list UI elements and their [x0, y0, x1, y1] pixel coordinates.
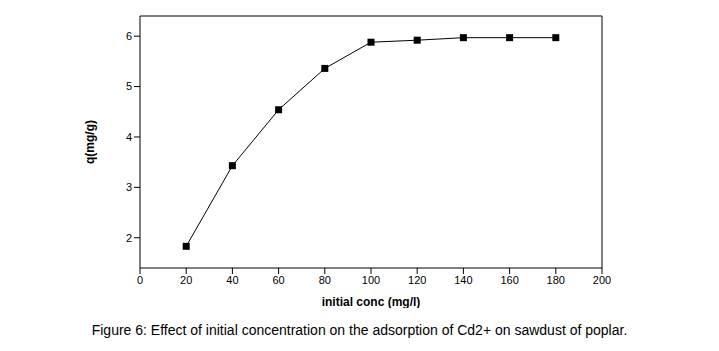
svg-text:40: 40	[226, 274, 238, 286]
svg-text:60: 60	[272, 274, 284, 286]
svg-text:140: 140	[454, 274, 472, 286]
svg-text:80: 80	[319, 274, 331, 286]
svg-text:160: 160	[500, 274, 518, 286]
svg-text:initial conc (mg/l): initial conc (mg/l)	[322, 295, 421, 308]
svg-text:20: 20	[180, 274, 192, 286]
html-text:Figure 6: Effect of initial co: Figure 6: Effect of initial concentratio…	[91, 322, 628, 338]
svg-text:100: 100	[362, 274, 380, 286]
svg-text:2: 2	[126, 232, 132, 244]
svg-text:120: 120	[408, 274, 426, 286]
svg-text:0: 0	[137, 274, 143, 286]
svg-text:5: 5	[126, 80, 132, 92]
svg-text:200: 200	[593, 274, 611, 286]
svg-text:180: 180	[547, 274, 565, 286]
svg-text:4: 4	[126, 131, 132, 143]
svg-text:6: 6	[126, 30, 132, 42]
svg-text:q(mg/g): q(mg/g)	[83, 120, 97, 164]
svg-text:3: 3	[126, 181, 132, 193]
